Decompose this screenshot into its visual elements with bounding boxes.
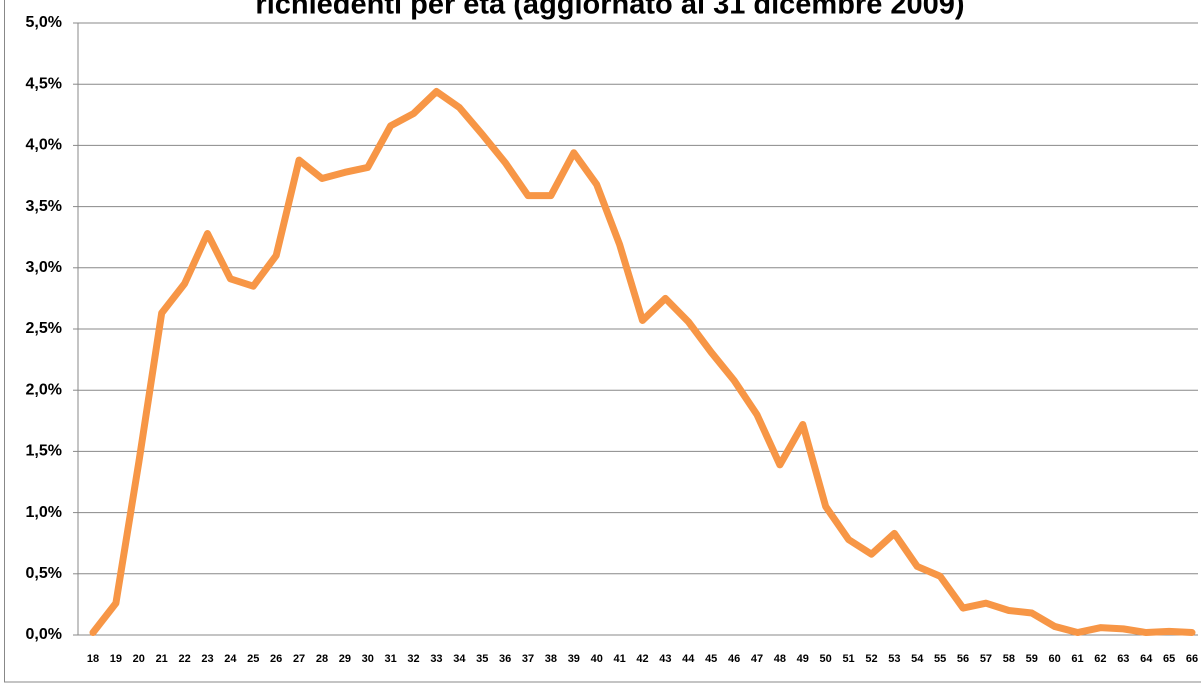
x-tick-label: 53	[888, 653, 900, 665]
x-tick-label: 52	[865, 653, 877, 665]
y-tick-label: 1,5%	[26, 443, 62, 460]
x-tick-label: 33	[430, 653, 442, 665]
y-tick-label: 3,0%	[26, 259, 62, 276]
x-tick-label: 32	[407, 653, 419, 665]
x-tick-label: 23	[201, 653, 213, 665]
x-tick-label: 65	[1163, 653, 1175, 665]
x-tick-label: 47	[751, 653, 763, 665]
x-tick-label: 35	[476, 653, 488, 665]
x-tick-label: 39	[568, 653, 580, 665]
y-tick-label: 2,5%	[26, 320, 62, 337]
x-tick-label: 63	[1117, 653, 1129, 665]
x-tick-label: 56	[957, 653, 969, 665]
x-tick-label: 64	[1140, 653, 1153, 665]
data-line	[89, 88, 1196, 637]
x-tick-label: 45	[705, 653, 717, 665]
x-tick-label: 54	[911, 653, 924, 665]
x-tick-label: 55	[934, 653, 946, 665]
x-tick-label: 26	[270, 653, 282, 665]
x-tick-label: 30	[362, 653, 374, 665]
x-tick-label: 34	[453, 653, 466, 665]
x-tick-label: 43	[659, 653, 671, 665]
x-tick-label: 37	[522, 653, 534, 665]
x-tick-label: 36	[499, 653, 511, 665]
x-tick-label: 48	[774, 653, 786, 665]
x-tick-label: 66	[1186, 653, 1198, 665]
x-tick-label: 24	[224, 653, 237, 665]
x-tick-label: 28	[316, 653, 328, 665]
x-tick-label: 62	[1094, 653, 1106, 665]
x-tick-label: 22	[178, 653, 190, 665]
chart-border	[4, 0, 1201, 683]
x-tick-label: 44	[682, 653, 695, 665]
y-tick-label: 4,0%	[26, 137, 62, 154]
x-tick-label: 41	[613, 653, 625, 665]
y-tick-label: 3,5%	[26, 198, 62, 215]
x-tick-label: 21	[156, 653, 168, 665]
x-tick-label: 25	[247, 653, 259, 665]
chart-title: richiedenti per età (aggiornato al 31 di…	[255, 0, 964, 21]
x-tick-label: 31	[385, 653, 397, 665]
y-tick-label: 0,5%	[26, 565, 62, 582]
x-tick-label: 42	[636, 653, 648, 665]
x-tick-label: 27	[293, 653, 305, 665]
x-tick-label: 46	[728, 653, 740, 665]
x-tick-label: 50	[820, 653, 832, 665]
x-tick-label: 51	[842, 653, 854, 665]
y-tick-label: 2,0%	[26, 381, 62, 398]
x-tick-label: 19	[110, 653, 122, 665]
x-tick-label: 60	[1049, 653, 1061, 665]
y-tick-label: 1,0%	[26, 504, 62, 521]
y-tick-label: 5,0%	[26, 14, 62, 31]
x-tick-label: 57	[980, 653, 992, 665]
x-tick-label: 59	[1026, 653, 1038, 665]
x-tick-label: 20	[133, 653, 145, 665]
x-tick-label: 58	[1003, 653, 1015, 665]
y-tick-label: 4,5%	[26, 75, 62, 92]
x-tick-label: 40	[591, 653, 603, 665]
x-tick-label: 49	[797, 653, 809, 665]
x-tick-label: 29	[339, 653, 351, 665]
y-tick-label: 0,0%	[26, 626, 62, 643]
x-tick-label: 38	[545, 653, 557, 665]
x-tick-label: 18	[87, 653, 99, 665]
x-tick-label: 61	[1071, 653, 1083, 665]
